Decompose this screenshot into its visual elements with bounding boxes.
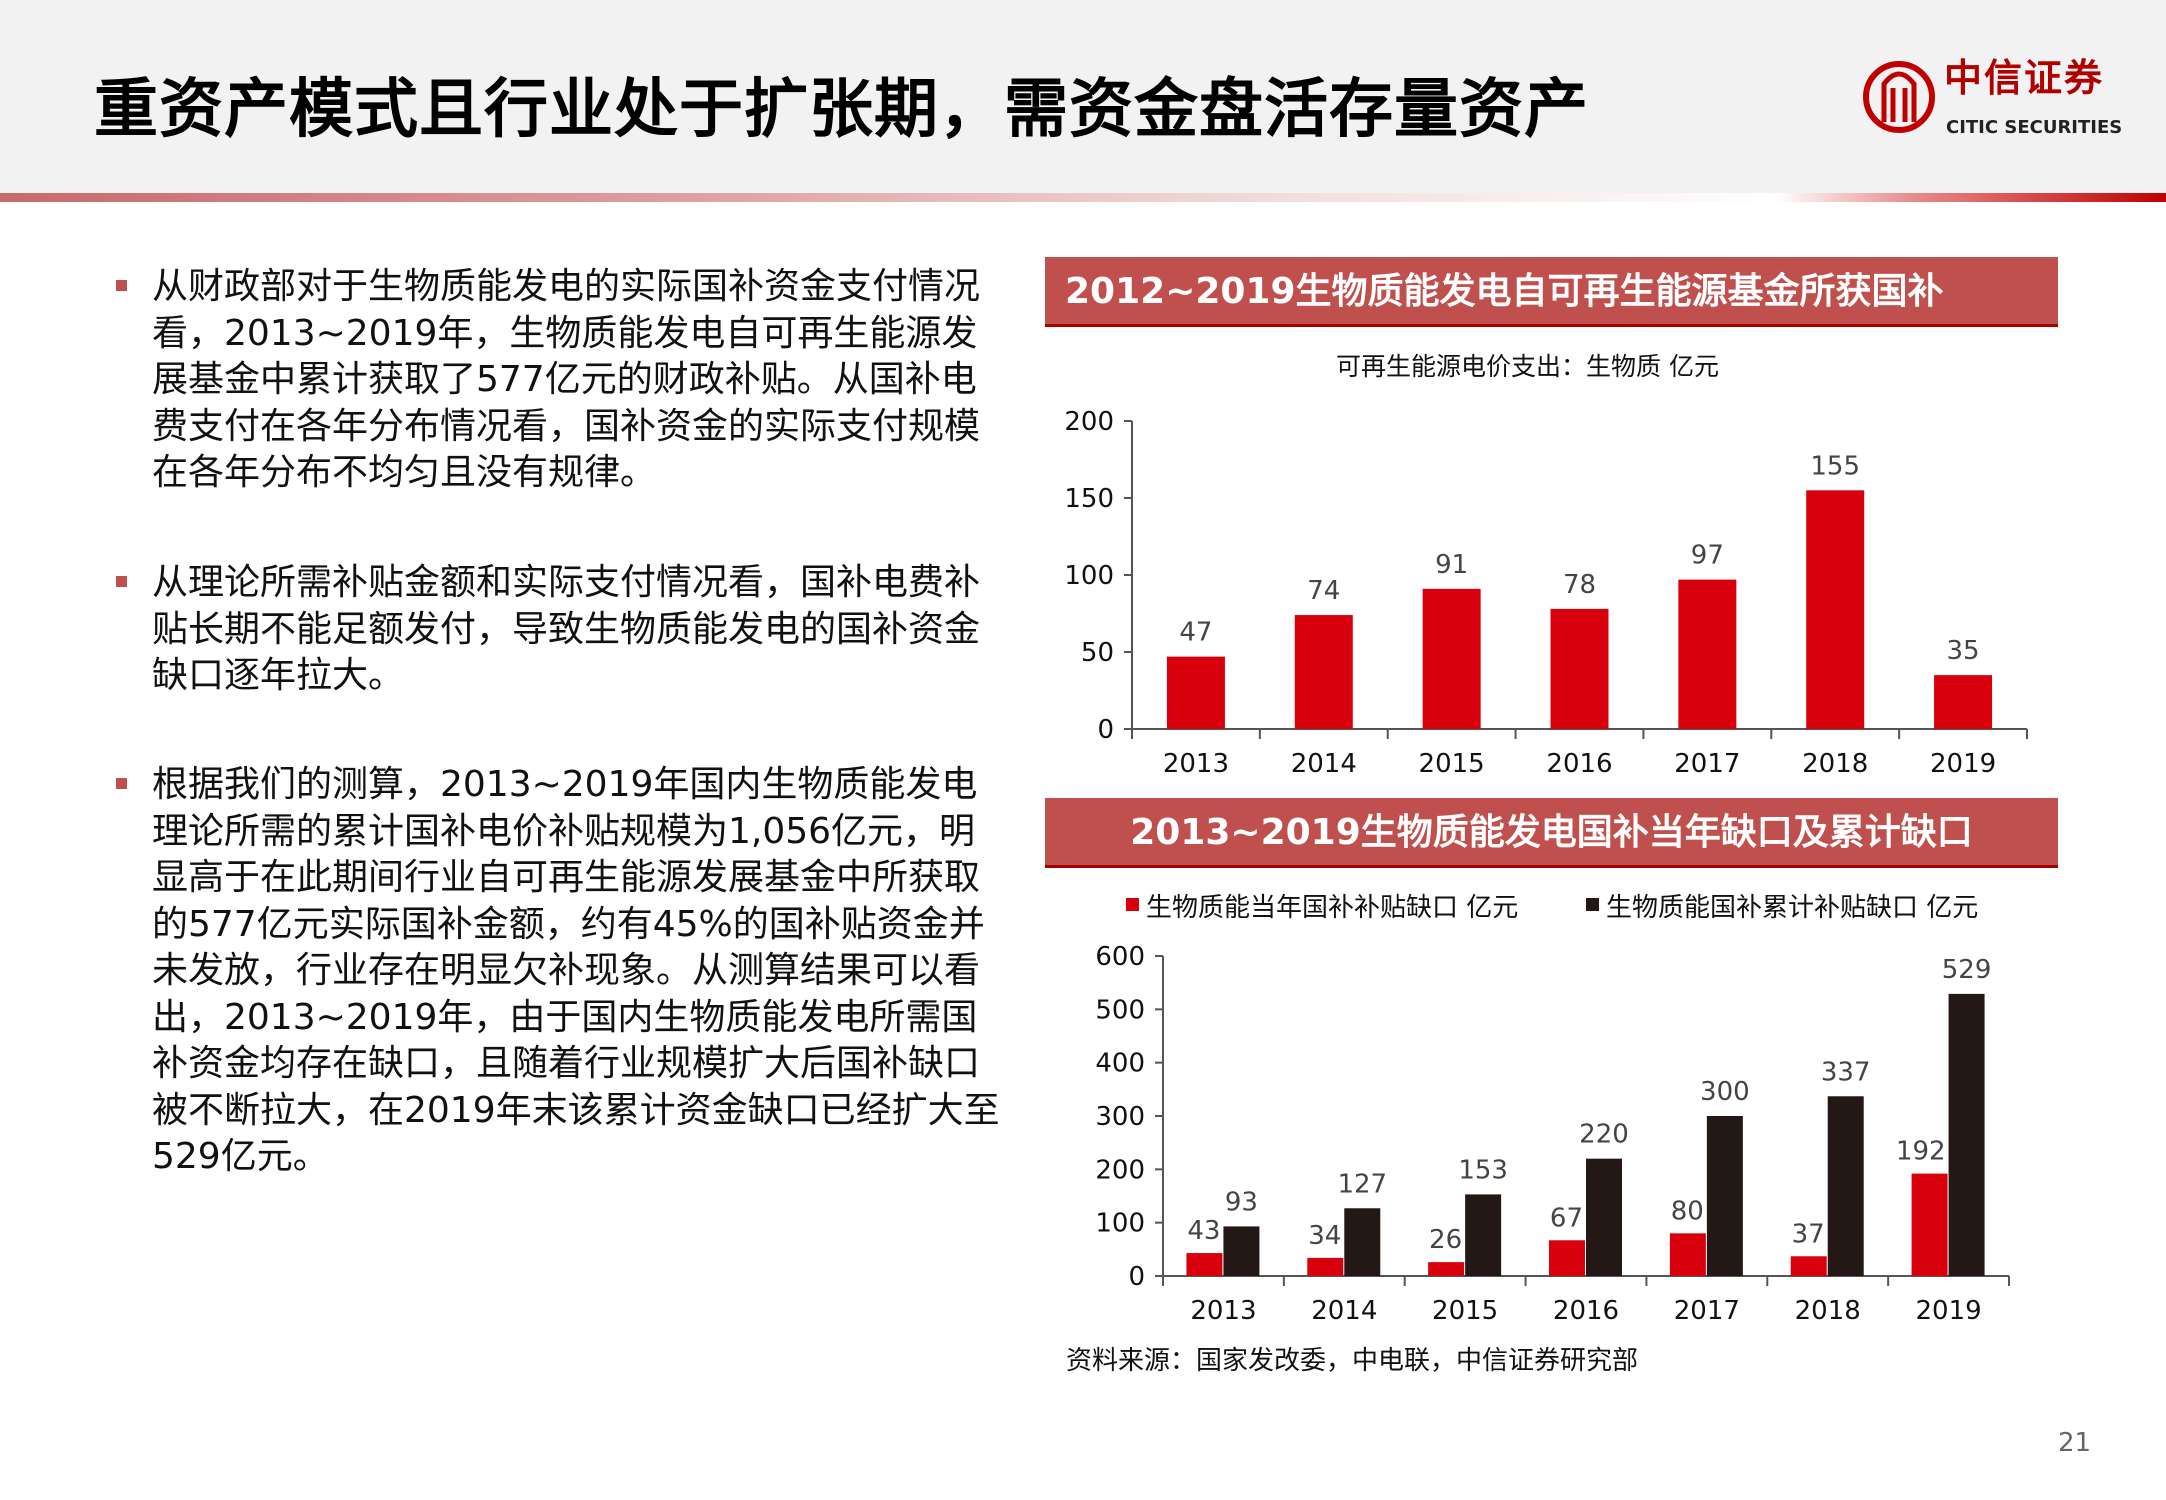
chart2-data-label: 93	[1225, 1187, 1258, 1217]
legend-swatch	[1126, 898, 1139, 911]
chart1-x-tick-label: 2019	[1930, 749, 1996, 779]
chart2-data-label: 26	[1429, 1225, 1462, 1255]
chart2-bar-annual	[1186, 1253, 1223, 1276]
chart1-bar	[1166, 656, 1225, 729]
chart2-bar-annual	[1428, 1262, 1465, 1276]
chart2-data-label: 34	[1308, 1221, 1341, 1251]
header-divider	[0, 193, 2166, 202]
chart2-x-tick-label: 2016	[1553, 1296, 1619, 1326]
bullet-1: 从财政部对于生物质能发电的实际国补资金支付情况看，2013~2019年，生物质能…	[116, 264, 1006, 497]
bullet-square-icon	[116, 576, 127, 587]
chart1-data-label: 155	[1810, 451, 1860, 481]
chart2-y-tick-label: 200	[1095, 1155, 1145, 1185]
chart2-y-tick-label: 500	[1095, 995, 1145, 1025]
chart2-x-tick-label: 2015	[1432, 1296, 1498, 1326]
chart2-data-label: 153	[1458, 1155, 1508, 1185]
bullet-square-icon	[116, 778, 127, 789]
page-number: 21	[2058, 1428, 2092, 1458]
chart2-y-tick-label: 300	[1095, 1102, 1145, 1132]
citic-logo: 中信证券 CITIC SECURITIES	[1862, 58, 2132, 144]
chart2-data-label: 220	[1579, 1120, 1629, 1150]
bullet-3: 根据我们的测算，2013~2019年国内生物质能发电理论所需的累计国补电价补贴规…	[116, 762, 1006, 1181]
chart1-y-tick-label: 150	[1064, 484, 1114, 514]
chart2-data-label: 337	[1821, 1057, 1871, 1087]
chart2-x-tick-label: 2013	[1190, 1296, 1256, 1326]
chart1-y-tick-label: 0	[1097, 715, 1114, 745]
chart1-data-label: 74	[1307, 576, 1340, 606]
chart1-bar	[1806, 490, 1865, 729]
chart2-data-label: 80	[1671, 1196, 1704, 1226]
chart2-bar-annual	[1307, 1257, 1344, 1276]
chart2-data-label: 67	[1550, 1203, 1583, 1233]
chart1-bar	[1294, 615, 1353, 729]
chart1-bar	[1934, 675, 1993, 729]
chart2-data-label: 127	[1337, 1169, 1387, 1199]
chart1-y-tick-label: 200	[1064, 407, 1114, 437]
chart1-title: 2012~2019生物质能发电自可再生能源基金所获国补	[1045, 257, 2058, 327]
bullet-2: 从理论所需补贴金额和实际支付情况看，国补电费补贴长期不能足额发付，导致生物质能发…	[116, 560, 1006, 700]
chart2-y-tick-label: 100	[1095, 1209, 1145, 1239]
chart2-bar-cumulative	[1344, 1208, 1381, 1276]
chart1-x-tick-label: 2015	[1419, 749, 1485, 779]
chart1-x-tick-label: 2018	[1802, 749, 1868, 779]
chart1-x-tick-label: 2014	[1291, 749, 1357, 779]
chart2-data-label: 192	[1896, 1137, 1946, 1167]
chart2-data-label: 300	[1700, 1077, 1750, 1107]
page-title: 重资产模式且行业处于扩张期，需资金盘活存量资产	[94, 73, 1589, 147]
chart1-y-tick-label: 50	[1081, 638, 1114, 668]
chart1-y-tick-label: 100	[1064, 561, 1114, 591]
legend-label: 生物质能国补累计补贴缺口 亿元	[1606, 893, 1978, 923]
chart1-data-label: 47	[1179, 618, 1212, 648]
chart2-bar-annual	[1790, 1256, 1827, 1276]
chart1-x-tick-label: 2017	[1674, 749, 1740, 779]
source-note: 资料来源：国家发改委，中电联，中信证券研究部	[1066, 1346, 1639, 1376]
chart1-bar	[1678, 579, 1737, 729]
chart1-data-label: 35	[1947, 636, 1980, 666]
chart1-subtitle: 可再生能源电价支出：生物质 亿元	[1336, 352, 1719, 381]
chart1-bar	[1550, 608, 1609, 729]
chart1-data-label: 91	[1435, 550, 1468, 580]
bullet-square-icon	[116, 280, 127, 291]
header	[0, 0, 2166, 193]
chart2-y-tick-label: 600	[1095, 942, 1145, 972]
chart2-title: 2013~2019生物质能发电国补当年缺口及累计缺口	[1045, 798, 2058, 868]
chart2-y-tick-label: 0	[1128, 1262, 1145, 1292]
chart2-bar-annual	[1911, 1173, 1948, 1276]
chart1-data-label: 78	[1563, 570, 1596, 600]
citic-logo-icon	[1863, 61, 1935, 133]
chart2-data-label: 43	[1187, 1216, 1220, 1246]
chart2-bar-cumulative	[1948, 993, 1985, 1276]
chart2-bar-cumulative	[1586, 1158, 1622, 1276]
chart2-data-label: 37	[1792, 1219, 1825, 1249]
chart2-bar-annual	[1669, 1233, 1706, 1276]
chart2-x-tick-label: 2014	[1311, 1296, 1377, 1326]
chart1-x-tick-label: 2013	[1163, 749, 1229, 779]
chart2-bar-cumulative	[1827, 1096, 1864, 1276]
chart2-y-tick-label: 400	[1095, 1049, 1145, 1079]
chart1-bar	[1422, 588, 1481, 729]
legend-swatch	[1586, 898, 1599, 911]
chart2-x-tick-label: 2018	[1795, 1296, 1861, 1326]
chart2-bar-annual	[1549, 1240, 1585, 1276]
chart1-data-label: 97	[1691, 541, 1724, 571]
logo-text-cn: 中信证券	[1944, 56, 2105, 100]
chart1-x-tick-label: 2016	[1546, 749, 1612, 779]
chart2-bar-cumulative	[1465, 1194, 1502, 1276]
chart2-bar-cumulative	[1706, 1116, 1743, 1276]
logo-text-en: CITIC SECURITIES	[1946, 117, 2123, 138]
chart2-data-label: 529	[1942, 955, 1992, 985]
chart2-bar-cumulative	[1223, 1226, 1260, 1276]
chart2-x-tick-label: 2017	[1674, 1296, 1740, 1326]
chart2-x-tick-label: 2019	[1915, 1296, 1981, 1326]
legend-label: 生物质能当年国补补贴缺口 亿元	[1146, 893, 1518, 923]
